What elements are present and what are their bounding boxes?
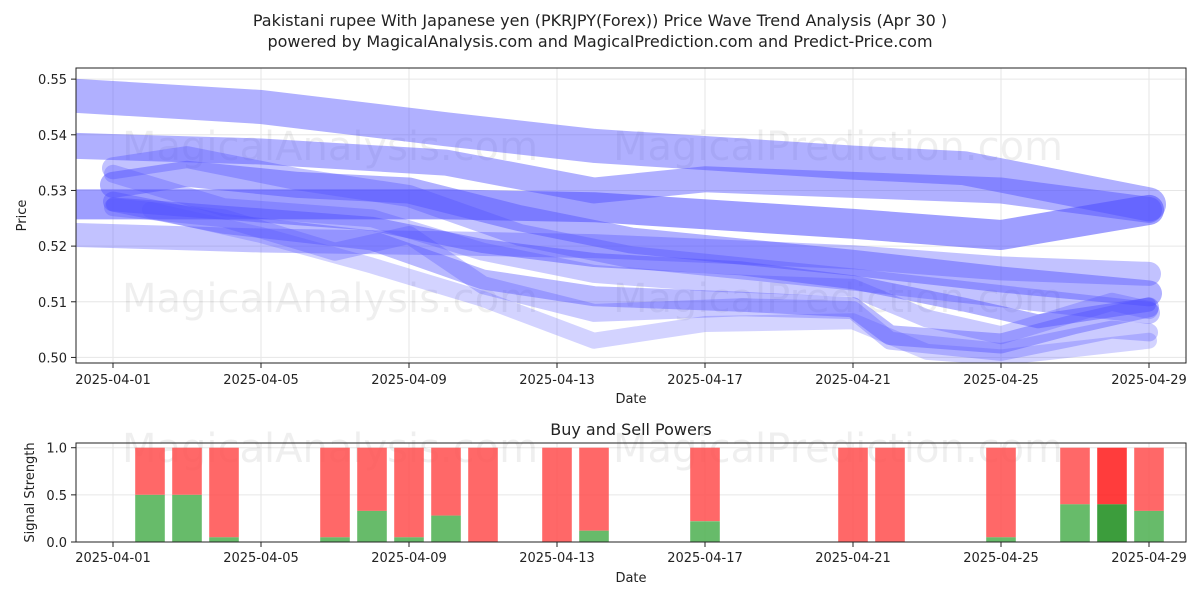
y-tick-label: 0.51 [38, 296, 67, 311]
top-axes-frame [75, 67, 1187, 364]
buy-bar [135, 494, 165, 542]
x-tick-label: 2025-04-09 [371, 551, 447, 566]
wave-series-7 [103, 191, 1159, 354]
sell-bar [431, 447, 461, 516]
sell-bar [579, 447, 609, 531]
buy-bar [209, 537, 239, 542]
buy-bar [986, 537, 1016, 542]
chart-title-line-2: powered by MagicalAnalysis.com and Magic… [267, 32, 932, 51]
sell-bar [542, 447, 572, 542]
buy-bar [1097, 504, 1127, 542]
watermark-text: MagicalAnalysis.com [122, 124, 538, 170]
sell-bar [986, 447, 1016, 538]
sell-bar [209, 447, 239, 538]
y-tick-label: 0.50 [38, 351, 67, 366]
sell-bar [1060, 447, 1090, 505]
y-tick-label: 0.0 [46, 536, 67, 551]
wave-series-group [76, 78, 1166, 363]
wave-series-6 [102, 146, 1160, 324]
x-tick-label: 2025-04-17 [667, 551, 743, 566]
x-tick-label: 2025-04-29 [1111, 551, 1187, 566]
buy-bar [357, 510, 387, 542]
x-tick-label: 2025-04-01 [75, 551, 151, 566]
wave-series-5 [100, 160, 1162, 307]
wave-series-10 [104, 164, 1158, 345]
wave-series-9 [142, 201, 1157, 363]
sell-bar [690, 447, 720, 522]
buy-bar [320, 537, 350, 542]
watermark-text: MagicalPrediction.com [613, 124, 1063, 170]
wave-series-2 [76, 132, 1162, 223]
wave-series-3 [76, 189, 1164, 250]
watermark-text: MagicalPrediction.com [613, 276, 1063, 322]
x-tick-label: 2025-04-17 [667, 373, 743, 388]
y-tick-label: 0.52 [38, 240, 67, 255]
buy-sell-power-panel: Buy and Sell PowersMagicalAnalysis.comMa… [23, 420, 1187, 586]
x-tick-label: 2025-04-21 [815, 373, 891, 388]
buy-bar [172, 494, 202, 542]
buy-bar [1060, 504, 1090, 542]
buy-bar [579, 530, 609, 542]
x-tick-label: 2025-04-09 [371, 373, 447, 388]
sell-bar [135, 447, 165, 495]
chart-title-line-1: Pakistani rupee With Japanese yen (PKRJP… [253, 11, 947, 30]
buy-bar [431, 515, 461, 542]
buy-bar [394, 537, 424, 542]
y-tick-label: 0.54 [38, 129, 67, 144]
sell-bar [1097, 447, 1127, 505]
buy-bar [1134, 510, 1164, 542]
wave-series-1 [76, 78, 1166, 222]
y-tick-label: 0.55 [38, 73, 67, 88]
bottom-panel-title: Buy and Sell Powers [550, 420, 712, 439]
y-tick-label: 0.53 [38, 184, 67, 199]
buy-bar [690, 521, 720, 542]
x-tick-label: 2025-04-25 [963, 373, 1039, 388]
x-axis-title: Date [615, 571, 646, 586]
sell-bar [320, 447, 350, 538]
wave-series-11 [106, 197, 1156, 329]
bottom-axes-frame [75, 442, 1187, 543]
x-tick-label: 2025-04-25 [963, 551, 1039, 566]
sell-bar [1134, 447, 1164, 511]
sell-bar [172, 447, 202, 495]
sell-bar [468, 447, 498, 542]
x-tick-label: 2025-04-13 [519, 373, 595, 388]
watermark-text: MagicalAnalysis.com [122, 276, 538, 322]
x-tick-label: 2025-04-29 [1111, 373, 1187, 388]
y-axis-title: Price [15, 200, 30, 232]
sell-bar [875, 447, 905, 542]
wave-series-4 [76, 223, 1161, 286]
sell-bar [838, 447, 868, 542]
x-tick-label: 2025-04-21 [815, 551, 891, 566]
x-tick-label: 2025-04-05 [223, 373, 299, 388]
x-tick-label: 2025-04-05 [223, 551, 299, 566]
y-axis-title: Signal Strength [23, 442, 38, 542]
sell-bar [394, 447, 424, 538]
sell-bar [357, 447, 387, 511]
y-tick-label: 1.0 [46, 442, 67, 457]
x-tick-label: 2025-04-13 [519, 551, 595, 566]
y-tick-label: 0.5 [46, 489, 67, 504]
wave-series-8 [104, 198, 1158, 361]
x-axis-title: Date [615, 392, 646, 407]
x-tick-label: 2025-04-01 [75, 373, 151, 388]
price-wave-panel: MagicalAnalysis.com MagicalPrediction.com… [15, 67, 1187, 407]
